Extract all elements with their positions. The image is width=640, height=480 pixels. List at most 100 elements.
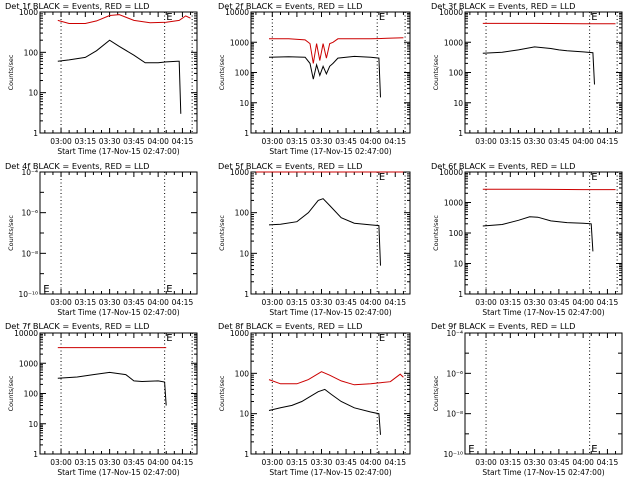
events-series-line — [482, 216, 594, 252]
x-tick-label: 03:45 — [123, 298, 145, 307]
x-axis-label: Start Time (17-Nov-15 02:47:00) — [269, 308, 391, 317]
chart-panel-2: Det 2f BLACK = Events, RED = LLD 1 10 100 10… — [218, 1, 411, 156]
x-tick-label: 04:00 — [360, 458, 382, 467]
y-axis-label: Counts/sec — [432, 54, 440, 90]
x-tick-label: 03:15 — [75, 137, 97, 146]
y-tick-label: 1 — [458, 129, 463, 138]
y-tick-label: 10⁻⁸ — [446, 410, 463, 419]
x-tick-label: 03:45 — [548, 298, 570, 307]
y-tick-label: 10⁻¹⁰ — [18, 290, 38, 299]
y-tick-label: 1000 — [19, 359, 38, 368]
event-marker: E — [166, 284, 172, 295]
events-series-line — [268, 198, 381, 266]
x-tick-label: 04:00 — [572, 298, 594, 307]
x-axis-label: Start Time (17-Nov-15 02:47:00) — [57, 468, 179, 477]
events-series-line — [268, 55, 381, 98]
y-tick-label: 1 — [244, 129, 249, 138]
x-tick-label: 03:30 — [99, 137, 121, 146]
x-tick-label: 04:00 — [360, 137, 382, 146]
plot-frame — [464, 332, 623, 455]
chart-panel-6: Det 6f BLACK = Events, RED = LLD 1 10 100 10… — [431, 161, 623, 317]
x-axis-label: Start Time (17-Nov-15 02:47:00) — [269, 468, 391, 477]
y-tick-label: 10⁻⁸ — [21, 249, 38, 258]
x-tick-label: 03:45 — [335, 298, 357, 307]
y-tick-label: 1000 — [19, 8, 38, 17]
y-tick-label: 10⁻¹⁰ — [443, 450, 463, 459]
x-tick-label: 03:30 — [99, 298, 121, 307]
x-tick-label: 04:00 — [147, 298, 169, 307]
y-tick-label: 10⁻⁶ — [446, 369, 463, 378]
y-tick-label: 10 — [453, 260, 463, 269]
x-tick-label: 03:15 — [500, 137, 522, 146]
x-tick-label: 03:15 — [286, 298, 308, 307]
x-tick-label: 04:15 — [384, 137, 406, 146]
panel-title: Det 5f BLACK = Events, RED = LLD — [218, 161, 362, 171]
x-tick-label: 03:15 — [286, 137, 308, 146]
panel-title: Det 8f BLACK = Events, RED = LLD — [218, 321, 362, 331]
x-tick-label: 03:15 — [75, 458, 97, 467]
y-tick-label: 10000 — [439, 168, 463, 177]
event-marker: E — [591, 12, 597, 23]
events-series-line — [268, 388, 381, 435]
y-tick-label: 1 — [33, 129, 38, 138]
y-tick-label: 10 — [239, 99, 249, 108]
x-tick-label: 03:00 — [50, 298, 72, 307]
y-axis-label: Counts/sec — [218, 375, 226, 411]
events-series-line — [57, 371, 167, 406]
panel-title: Det 3f BLACK = Events, RED = LLD — [431, 1, 575, 11]
y-tick-label: 10000 — [439, 8, 463, 17]
panel-title: Det 2f BLACK = Events, RED = LLD — [218, 1, 362, 11]
y-tick-label: 1000 — [444, 38, 463, 47]
plot-frame — [464, 11, 623, 134]
x-tick-label: 03:45 — [548, 137, 570, 146]
plot-frame — [39, 11, 198, 134]
y-tick-label: 10⁻⁶ — [21, 209, 38, 218]
x-tick-label: 03:00 — [50, 137, 72, 146]
x-tick-label: 03:45 — [123, 137, 145, 146]
x-tick-label: 03:45 — [548, 458, 570, 467]
event-marker: E — [166, 12, 172, 23]
y-tick-label: 1000 — [230, 329, 249, 338]
plot-frame — [39, 171, 198, 295]
y-axis-label: Counts/sec — [218, 54, 226, 90]
x-tick-label: 03:30 — [311, 458, 333, 467]
x-tick-label: 04:15 — [172, 298, 194, 307]
y-tick-label: 1000 — [444, 199, 463, 208]
y-tick-label: 100 — [24, 390, 39, 399]
event-marker: E — [379, 12, 385, 23]
chart-panel-1: Det 1f BLACK = Events, RED = LLD 1 10 100 10… — [5, 1, 198, 156]
lld-series-line — [269, 37, 404, 64]
event-marker: E — [166, 333, 172, 344]
x-tick-label: 03:45 — [335, 137, 357, 146]
plot-frame — [464, 171, 623, 295]
panel-title: Det 9f BLACK = Events, RED = LLD — [431, 321, 575, 331]
y-tick-label: 100 — [24, 48, 39, 57]
x-tick-label: 04:00 — [572, 137, 594, 146]
x-tick-label: 03:15 — [500, 298, 522, 307]
chart-panel-5: Det 5f BLACK = Events, RED = LLD 1 10 100 10… — [218, 161, 411, 317]
x-tick-label: 03:45 — [123, 458, 145, 467]
lld-series-line — [268, 371, 404, 386]
x-tick-label: 03:00 — [261, 458, 283, 467]
x-tick-label: 03:15 — [75, 298, 97, 307]
event-marker: E — [591, 444, 597, 455]
chart-panel-4: Det 4f BLACK = Events, RED = LLD 10⁻¹⁰ 10⁻… — [5, 161, 198, 317]
x-tick-label: 03:15 — [286, 458, 308, 467]
plot-frame — [250, 171, 411, 295]
y-tick-label: 1000 — [230, 168, 249, 177]
x-tick-label: 03:30 — [524, 137, 546, 146]
y-tick-label: 100 — [235, 209, 250, 218]
y-tick-label: 10⁻⁴ — [21, 168, 38, 177]
event-marker: E — [379, 172, 385, 183]
y-axis-label: Counts/sec — [7, 54, 15, 90]
x-tick-label: 03:30 — [524, 298, 546, 307]
plot-frame — [250, 11, 411, 134]
chart-panel-8: Det 8f BLACK = Events, RED = LLD 1 10 100 10… — [218, 321, 411, 477]
x-tick-label: 04:15 — [172, 458, 194, 467]
y-axis-label: Counts/sec — [432, 375, 440, 411]
x-tick-label: 03:30 — [311, 137, 333, 146]
y-tick-label: 100 — [235, 69, 250, 78]
event-marker: E — [43, 284, 49, 295]
x-tick-label: 03:00 — [261, 298, 283, 307]
x-tick-label: 04:15 — [172, 137, 194, 146]
